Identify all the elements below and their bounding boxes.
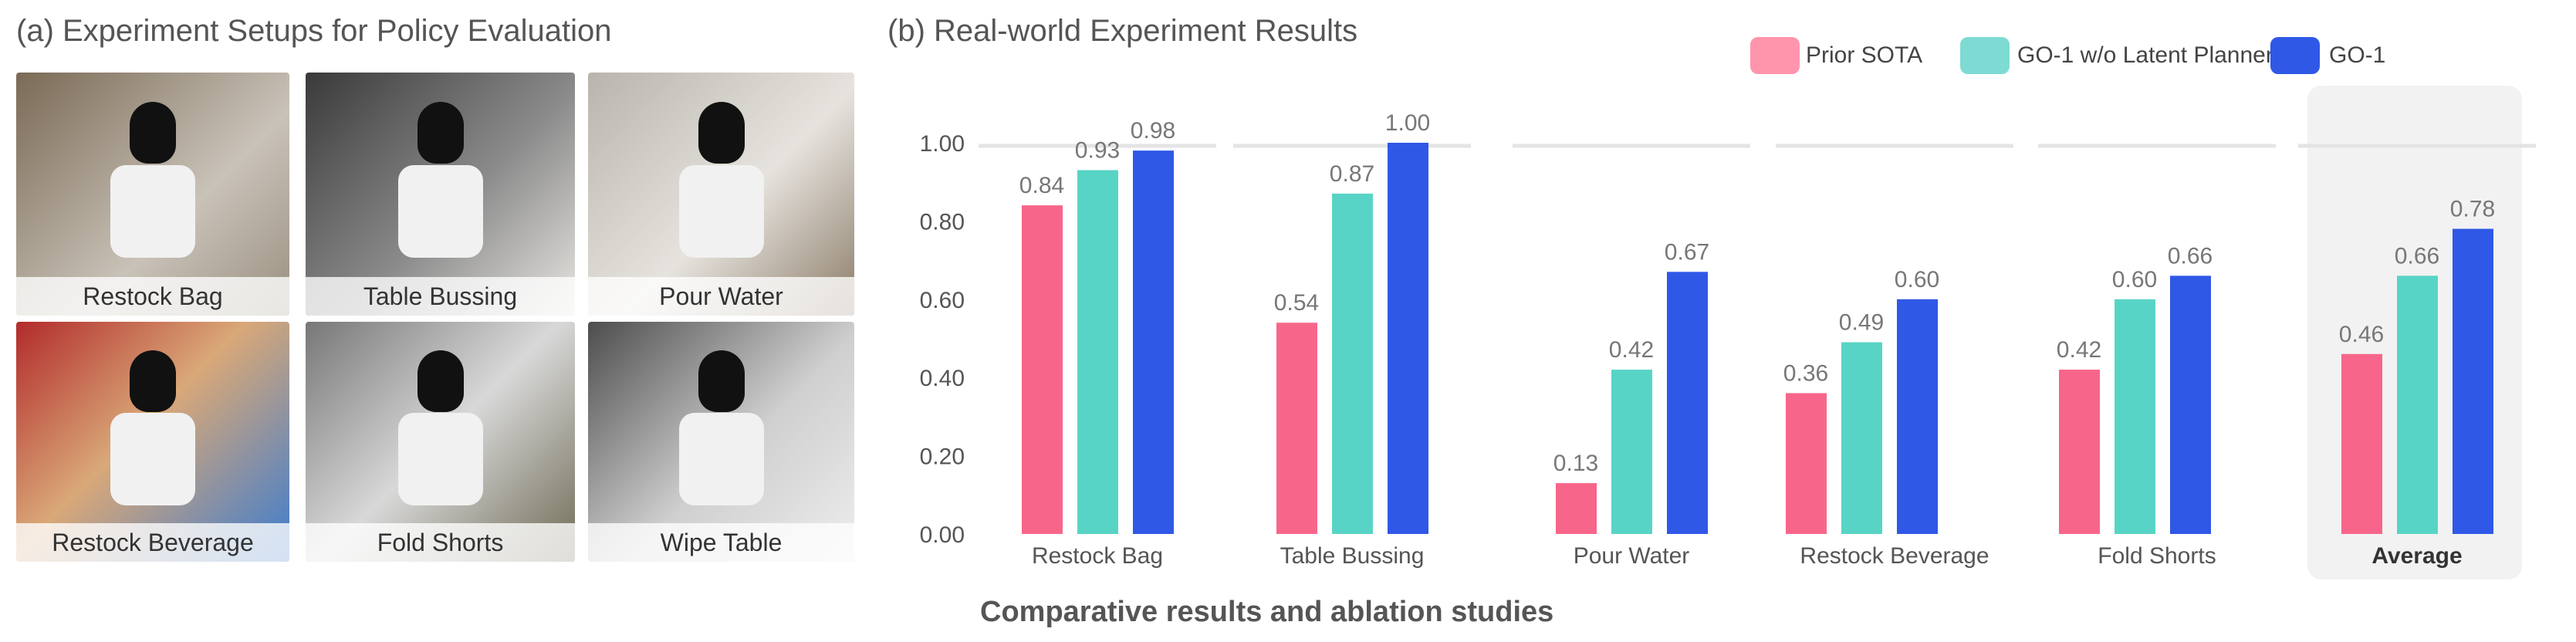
robot-torso — [678, 164, 764, 258]
robot-torso — [110, 164, 195, 258]
data-label: 0.60 — [2112, 267, 2157, 292]
panel-a-title: (a) Experiment Setups for Policy Evaluat… — [16, 14, 612, 48]
x-tick-label: Table Bussing — [1280, 543, 1425, 569]
bar — [2115, 299, 2155, 534]
bar — [2341, 353, 2382, 534]
photo-label: Fold Shorts — [306, 523, 575, 562]
bar — [1022, 205, 1063, 534]
robot-torso — [397, 413, 483, 506]
photo-image — [306, 73, 575, 316]
data-label: 0.42 — [1609, 337, 1654, 363]
robot-torso — [678, 413, 764, 506]
data-label: 0.60 — [1895, 267, 1939, 292]
legend-swatch-prior-sota — [1750, 37, 1800, 74]
robot-torso — [110, 413, 195, 506]
robot-head — [130, 350, 176, 413]
photo-label: Restock Beverage — [16, 523, 289, 562]
legend-label-go1: GO-1 — [2329, 42, 2386, 68]
photo-label: Wipe Table — [588, 523, 854, 562]
photo-image — [588, 73, 854, 316]
robot-head — [698, 101, 745, 164]
data-label: 0.78 — [2450, 197, 2495, 222]
bar — [1841, 342, 1882, 534]
x-tick-label: Pour Water — [1574, 543, 1690, 569]
data-label: 0.42 — [2057, 337, 2101, 363]
data-label: 0.13 — [1553, 451, 1598, 476]
setup-photo: Table Bussing — [306, 73, 575, 316]
x-tick-label: Fold Shorts — [2098, 543, 2216, 569]
photo-label: Restock Bag — [16, 277, 289, 316]
data-label: 0.84 — [1019, 173, 1064, 198]
robot-head — [417, 350, 464, 413]
data-label: 0.67 — [1665, 239, 1709, 265]
bar — [2397, 275, 2438, 534]
robot-head — [417, 101, 464, 164]
x-tick-label: Restock Bag — [1032, 543, 1163, 569]
data-label: 0.87 — [1330, 161, 1374, 187]
photo-image — [16, 73, 289, 316]
x-tick-label: Average — [2371, 543, 2462, 569]
data-label: 0.36 — [1783, 360, 1828, 386]
y-tick-label: 1.00 — [920, 131, 965, 157]
data-label: 0.54 — [1274, 290, 1319, 316]
bar — [1388, 143, 1428, 534]
setup-photo: Restock Beverage — [16, 322, 289, 562]
robot-head — [130, 101, 176, 164]
y-tick-label: 0.20 — [920, 444, 965, 470]
y-tick-label: 0.60 — [920, 288, 965, 313]
y-tick-label: 0.00 — [920, 522, 965, 548]
robot-head — [698, 350, 745, 413]
photo-label: Table Bussing — [306, 277, 575, 316]
bar — [2453, 228, 2493, 534]
legend-swatch-go1-no-planner — [1960, 37, 2010, 74]
bar — [1556, 483, 1597, 534]
bar — [1667, 272, 1708, 534]
bar — [1611, 370, 1652, 534]
setup-photo: Fold Shorts — [306, 322, 575, 562]
data-label: 0.46 — [2339, 322, 2384, 347]
photo-image — [588, 322, 854, 562]
bar — [1133, 150, 1174, 534]
bar — [1276, 323, 1317, 534]
bar — [1332, 193, 1373, 534]
bar — [1897, 299, 1938, 534]
bar — [1077, 170, 1118, 535]
data-label: 0.98 — [1131, 118, 1175, 144]
data-label: 0.66 — [2168, 243, 2213, 269]
bar — [2170, 275, 2211, 534]
data-label: 0.93 — [1075, 137, 1120, 163]
legend-swatch-go1 — [2270, 37, 2320, 74]
setup-photo: Restock Bag — [16, 73, 289, 316]
photo-image — [16, 322, 289, 562]
legend-label-go1-no-planner: GO-1 w/o Latent Planner — [2017, 42, 2273, 68]
photo-image — [306, 322, 575, 562]
chart-title: (b) Real-world Experiment Results — [887, 14, 1358, 48]
robot-torso — [397, 164, 483, 258]
bar — [1786, 393, 1827, 534]
legend-label-prior-sota: Prior SOTA — [1806, 42, 1923, 68]
y-tick-label: 0.80 — [920, 209, 965, 235]
data-label: 0.49 — [1839, 310, 1884, 336]
bar — [2059, 370, 2100, 534]
x-tick-label: Restock Beverage — [1800, 543, 1989, 569]
figure-caption: Comparative results and ablation studies — [980, 596, 1554, 628]
setup-photo: Pour Water — [588, 73, 854, 316]
photo-label: Pour Water — [588, 277, 854, 316]
data-label: 1.00 — [1385, 110, 1430, 136]
data-label: 0.66 — [2395, 243, 2439, 269]
y-tick-label: 0.40 — [920, 366, 965, 391]
setup-photo: Wipe Table — [588, 322, 854, 562]
